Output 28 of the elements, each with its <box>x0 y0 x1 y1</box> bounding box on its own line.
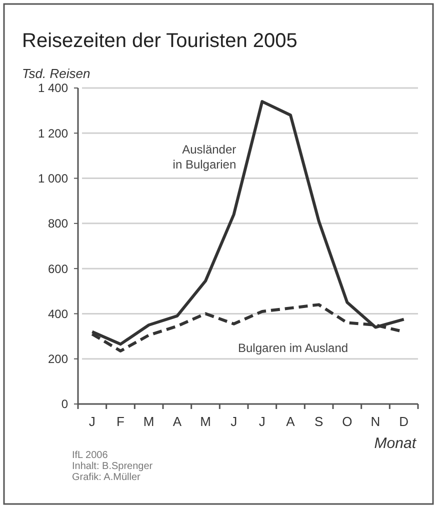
series-label: Bulgaren im Ausland <box>238 340 348 355</box>
x-tick-label: F <box>116 414 125 429</box>
chart-title: Reisezeiten der Touristen 2005 <box>22 30 298 52</box>
x-tick-label: A <box>286 414 296 429</box>
x-tick-label: J <box>88 414 96 429</box>
x-tick-label: J <box>230 414 238 429</box>
y-axis-title: Tsd. Reisen <box>22 66 90 81</box>
y-tick-label: 1 400 <box>38 81 68 96</box>
y-tick-label: 0 <box>61 397 68 412</box>
y-tick-label: 200 <box>48 352 68 366</box>
y-tick-label: 400 <box>48 306 68 321</box>
y-tick-label: 1 000 <box>38 171 68 186</box>
y-tick-label: 800 <box>48 216 68 231</box>
y-tick-label: 600 <box>48 262 68 276</box>
x-tick-label: J <box>258 414 266 429</box>
y-tick-label: 1 200 <box>38 126 68 140</box>
x-tick-label: A <box>172 414 182 429</box>
text: IfL 2006 <box>72 450 108 461</box>
x-tick-label: M <box>143 414 154 429</box>
x-tick-label: M <box>200 414 211 429</box>
x-tick-label: D <box>399 414 409 429</box>
text: Inhalt: B.Sprenger <box>72 461 154 472</box>
x-axis-title: Monat <box>374 435 417 452</box>
x-tick-label: O <box>342 414 352 429</box>
x-tick-label: S <box>314 414 324 429</box>
x-tick-label: N <box>370 414 380 429</box>
text: Grafik: A.Müller <box>72 472 142 483</box>
series-label: Ausländer in Bulgarien <box>172 142 236 172</box>
